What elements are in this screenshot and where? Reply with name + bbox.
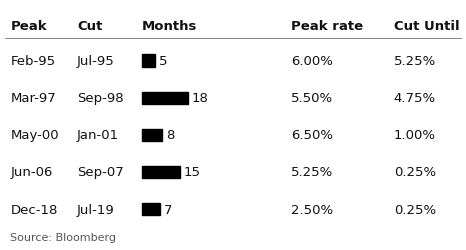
Text: Dec-18: Dec-18	[10, 203, 58, 216]
Bar	[142, 55, 155, 67]
Text: Peak rate: Peak rate	[291, 20, 363, 33]
Text: 6.00%: 6.00%	[291, 55, 333, 68]
Text: May-00: May-00	[10, 129, 59, 142]
Text: 18: 18	[192, 92, 208, 105]
Text: Sep-98: Sep-98	[77, 92, 123, 105]
Text: Source: Bloomberg: Source: Bloomberg	[10, 232, 116, 242]
Text: 2.50%: 2.50%	[291, 203, 333, 216]
Text: 4.75%: 4.75%	[394, 92, 436, 105]
Text: 0.25%: 0.25%	[394, 203, 436, 216]
Text: Cut Until: Cut Until	[394, 20, 459, 33]
Text: Jan-01: Jan-01	[77, 129, 119, 142]
Text: Peak: Peak	[10, 20, 47, 33]
Text: Cut: Cut	[77, 20, 102, 33]
Bar	[142, 166, 180, 178]
Text: 8: 8	[166, 129, 175, 142]
Text: Feb-95: Feb-95	[10, 55, 55, 68]
Text: Mar-97: Mar-97	[10, 92, 56, 105]
Text: 15: 15	[184, 166, 201, 179]
Text: 0.25%: 0.25%	[394, 166, 436, 179]
Text: 5.50%: 5.50%	[291, 92, 333, 105]
Text: 7: 7	[164, 203, 172, 216]
Text: 5: 5	[158, 55, 167, 68]
Text: 5.25%: 5.25%	[394, 55, 436, 68]
Bar	[142, 203, 160, 215]
Text: Jun-06: Jun-06	[10, 166, 53, 179]
Text: Months: Months	[142, 20, 198, 33]
Text: 5.25%: 5.25%	[291, 166, 334, 179]
Text: Sep-07: Sep-07	[77, 166, 123, 179]
Bar	[142, 129, 163, 141]
Text: 6.50%: 6.50%	[291, 129, 333, 142]
Bar	[142, 92, 188, 104]
Text: 1.00%: 1.00%	[394, 129, 436, 142]
Text: Jul-95: Jul-95	[77, 55, 115, 68]
Text: Jul-19: Jul-19	[77, 203, 115, 216]
